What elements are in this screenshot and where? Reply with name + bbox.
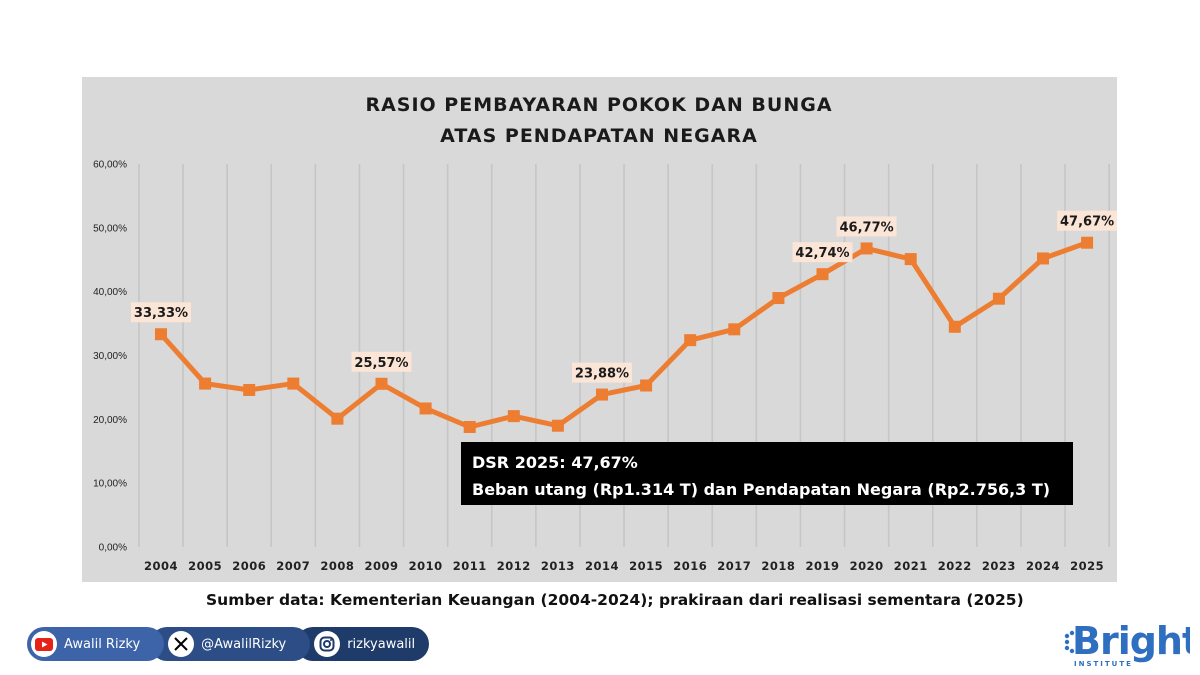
data-point [331,412,344,425]
x-tick-label: 2014 [585,559,619,573]
brand-name: Bright [1072,620,1190,663]
annotation-box: DSR 2025: 47,67% Beban utang (Rp1.314 T)… [461,442,1073,505]
brand-subtitle: INSTITUTE [1074,660,1133,668]
data-label: 23,88% [575,367,629,382]
data-point [375,377,388,390]
x-tick-label: 2008 [320,559,354,573]
data-point [992,292,1005,305]
data-point [728,323,741,336]
instagram-link[interactable]: rizkyawalil [296,627,430,661]
data-label: 33,33% [134,306,188,321]
y-tick-label: 60,00% [93,160,127,171]
x-tick-label: 2011 [453,559,487,573]
source-note: Sumber data: Kementerian Keuangan (2004-… [206,591,1024,609]
x-tick-label: 2021 [894,559,928,573]
data-point [860,242,873,255]
chart-panel: RASIO PEMBAYARAN POKOK DAN BUNGA ATAS PE… [82,77,1117,582]
youtube-link[interactable]: Awalil Rizky [27,627,165,661]
data-point [463,420,476,433]
y-tick-label: 10,00% [93,479,127,490]
data-point [287,377,300,390]
x-tick-label: 2004 [144,559,178,573]
y-tick-label: 20,00% [93,415,127,426]
data-point [1081,236,1094,249]
data-point [243,383,256,396]
series-line [155,236,1094,433]
x-axis: 2004 2005 2006 2007 2008 2009 2010 2011 2012 2013… [144,559,1104,573]
x-tick-label: 2017 [717,559,751,573]
data-labels: 33,33% 25,57% 23,88% 42,74% 46,77% 47,67% [131,210,1117,383]
data-label-background [351,351,412,372]
x-tick-label: 2015 [629,559,663,573]
data-label: 47,67% [1060,215,1114,230]
x-tick-label: 2010 [409,559,443,573]
x-tick-label: 2024 [1026,559,1060,573]
chart-title-line-1: RASIO PEMBAYARAN POKOK DAN BUNGA [365,94,832,116]
chart-title-line-2: ATAS PENDAPATAN NEGARA [440,125,758,147]
line-chart: RASIO PEMBAYARAN POKOK DAN BUNGA ATAS PE… [93,94,1117,573]
x-tick-label: 2005 [188,559,222,573]
y-tick-label: 0,00% [99,543,127,554]
data-label-background [131,302,191,323]
data-point [640,379,653,392]
annotation-line-2: Beban utang (Rp1.314 T) dan Pendapatan N… [472,480,1050,499]
x-icon [168,631,195,657]
x-tick-label: 2018 [761,559,795,573]
y-tick-label: 40,00% [93,287,127,298]
y-axis: 0,00% 10,00% 20,00% 30,00% 40,00% 50,00% 60,00… [93,160,127,554]
data-point [684,334,697,347]
data-point [816,268,829,281]
instagram-icon [314,631,341,657]
data-point [155,328,167,341]
annotation-background [461,442,1073,505]
bright-institute-logo: Bright INSTITUTE [1064,620,1190,668]
data-label: 42,74% [795,246,849,261]
x-tick-label: 2009 [364,559,398,573]
data-label-background [792,242,853,263]
x-tick-label: 2016 [673,559,707,573]
x-tick-label: 2022 [938,559,972,573]
x-label: @AwalilRizky [201,636,287,652]
data-point [772,292,785,305]
data-label-background [572,362,632,383]
data-label-background [836,216,897,237]
x-tick-label: 2007 [276,559,310,573]
x-tick-label: 2019 [805,559,839,573]
data-point [596,388,608,401]
data-point [507,410,520,423]
data-label-background [1057,210,1117,231]
data-label: 25,57% [354,356,408,371]
x-tick-label: 2023 [982,559,1016,573]
data-label: 46,77% [840,220,894,235]
x-tick-label: 2006 [232,559,266,573]
data-point [551,419,564,432]
y-tick-label: 50,00% [93,223,127,234]
data-point [904,253,917,266]
social-bar: Awalil Rizky @AwalilRizky rizkyawalil [27,627,430,661]
data-point [1037,252,1049,265]
instagram-label: rizkyawalil [347,636,416,652]
x-tick-label: 2020 [850,559,884,573]
x-link[interactable]: @AwalilRizky [150,627,311,661]
series-path [159,240,1088,430]
x-tick-label: 2013 [541,559,575,573]
y-tick-label: 30,00% [93,351,127,362]
data-point [419,402,432,415]
data-point [199,377,212,390]
annotation-line-1: DSR 2025: 47,67% [472,453,638,472]
x-tick-label: 2025 [1070,559,1104,573]
youtube-label: Awalil Rizky [64,636,141,652]
youtube-icon [31,631,57,657]
brand-dots-icon [1064,630,1075,654]
x-tick-label: 2012 [497,559,531,573]
data-point [948,320,961,333]
